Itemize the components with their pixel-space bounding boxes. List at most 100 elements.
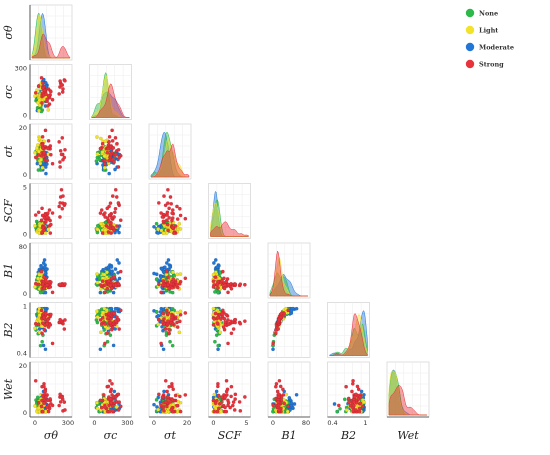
- point-strong: [175, 217, 180, 221]
- point-strong: [59, 82, 64, 87]
- point-strong: [57, 403, 62, 408]
- panel-b2-scf: [208, 302, 251, 358]
- point-none: [105, 339, 110, 344]
- point-strong: [108, 389, 113, 394]
- point-light: [95, 309, 99, 314]
- point-light: [39, 157, 43, 162]
- point-none: [38, 343, 43, 348]
- legend-marker: [465, 8, 475, 18]
- x-axis-label: σt: [164, 429, 177, 442]
- point-moderate: [111, 343, 116, 348]
- point-strong: [110, 381, 114, 386]
- legend-item-moderate: Moderate: [465, 42, 514, 52]
- point-moderate: [164, 261, 169, 265]
- point-strong: [117, 327, 122, 331]
- point-strong: [229, 384, 234, 389]
- point-strong: [211, 285, 216, 289]
- point-strong: [159, 211, 163, 215]
- point-strong: [106, 315, 111, 320]
- point-strong: [40, 321, 45, 325]
- legend-item-light: Light: [465, 25, 498, 35]
- point-strong: [226, 400, 231, 405]
- point-moderate: [166, 258, 171, 262]
- panel-b2-b1: [267, 302, 311, 358]
- point-strong: [103, 405, 108, 410]
- point-strong: [357, 409, 362, 414]
- point-strong: [222, 316, 227, 321]
- point-strong: [40, 206, 44, 211]
- point-strong: [45, 405, 50, 410]
- point-light: [33, 404, 37, 408]
- point-strong: [357, 406, 362, 411]
- point-strong: [36, 84, 41, 88]
- point-strong: [355, 384, 360, 389]
- legend-marker: [465, 59, 475, 69]
- point-strong: [170, 216, 175, 220]
- point-light: [103, 139, 108, 144]
- point-moderate: [43, 290, 48, 295]
- point-strong: [46, 146, 50, 151]
- point-moderate: [106, 265, 111, 270]
- point-moderate: [162, 389, 166, 394]
- point-strong: [178, 213, 183, 218]
- point-moderate: [112, 389, 117, 394]
- point-strong: [110, 194, 115, 198]
- x-tick-label: 80: [302, 419, 310, 427]
- y-axis-label: B2: [2, 322, 15, 338]
- panel-wet-b2: 0.4 1 B2: [327, 361, 370, 442]
- y-axis-label: σt: [2, 145, 15, 158]
- x-axis-label: Wet: [397, 429, 419, 442]
- point-strong: [61, 87, 65, 91]
- point-light: [33, 285, 37, 289]
- point-light: [211, 272, 216, 277]
- point-strong: [166, 395, 170, 399]
- point-strong: [108, 283, 113, 288]
- point-strong: [118, 404, 123, 409]
- point-light: [33, 326, 37, 331]
- x-tick-label: 300: [121, 419, 133, 427]
- y-tick-label: 20: [19, 362, 27, 370]
- point-strong: [350, 389, 354, 394]
- point-strong: [99, 405, 104, 410]
- point-light: [212, 392, 217, 397]
- point-strong: [111, 225, 116, 230]
- point-strong: [167, 327, 172, 332]
- point-strong: [48, 89, 53, 94]
- point-strong: [111, 145, 116, 150]
- panel-wet-b1: 0 80 B1: [267, 361, 311, 442]
- point-light: [46, 108, 51, 112]
- y-axis-label: σθ: [2, 25, 15, 40]
- point-light: [285, 409, 290, 414]
- point-strong: [118, 269, 123, 274]
- point-strong: [58, 400, 63, 404]
- point-strong: [42, 315, 46, 320]
- point-light: [95, 272, 99, 276]
- point-strong: [220, 279, 224, 283]
- point-strong: [48, 231, 53, 235]
- point-strong: [178, 409, 183, 414]
- point-light: [102, 272, 107, 277]
- point-strong: [60, 90, 65, 94]
- point-strong: [33, 155, 38, 160]
- point-strong: [107, 134, 112, 139]
- point-strong: [161, 279, 166, 283]
- point-strong: [58, 392, 62, 397]
- point-strong: [46, 409, 51, 414]
- point-strong: [46, 93, 51, 98]
- y-tick-label: 20: [19, 124, 27, 132]
- point-strong: [113, 395, 118, 399]
- point-strong: [106, 146, 111, 151]
- point-strong: [42, 384, 46, 389]
- point-strong: [48, 312, 53, 317]
- point-moderate: [115, 258, 120, 262]
- point-strong: [220, 311, 224, 316]
- point-strong: [33, 378, 38, 383]
- point-moderate: [287, 395, 292, 400]
- point-strong: [215, 315, 220, 320]
- point-strong: [46, 398, 50, 403]
- point-moderate: [37, 327, 42, 331]
- point-light: [95, 280, 100, 285]
- point-moderate: [168, 265, 173, 269]
- point-light: [95, 406, 100, 411]
